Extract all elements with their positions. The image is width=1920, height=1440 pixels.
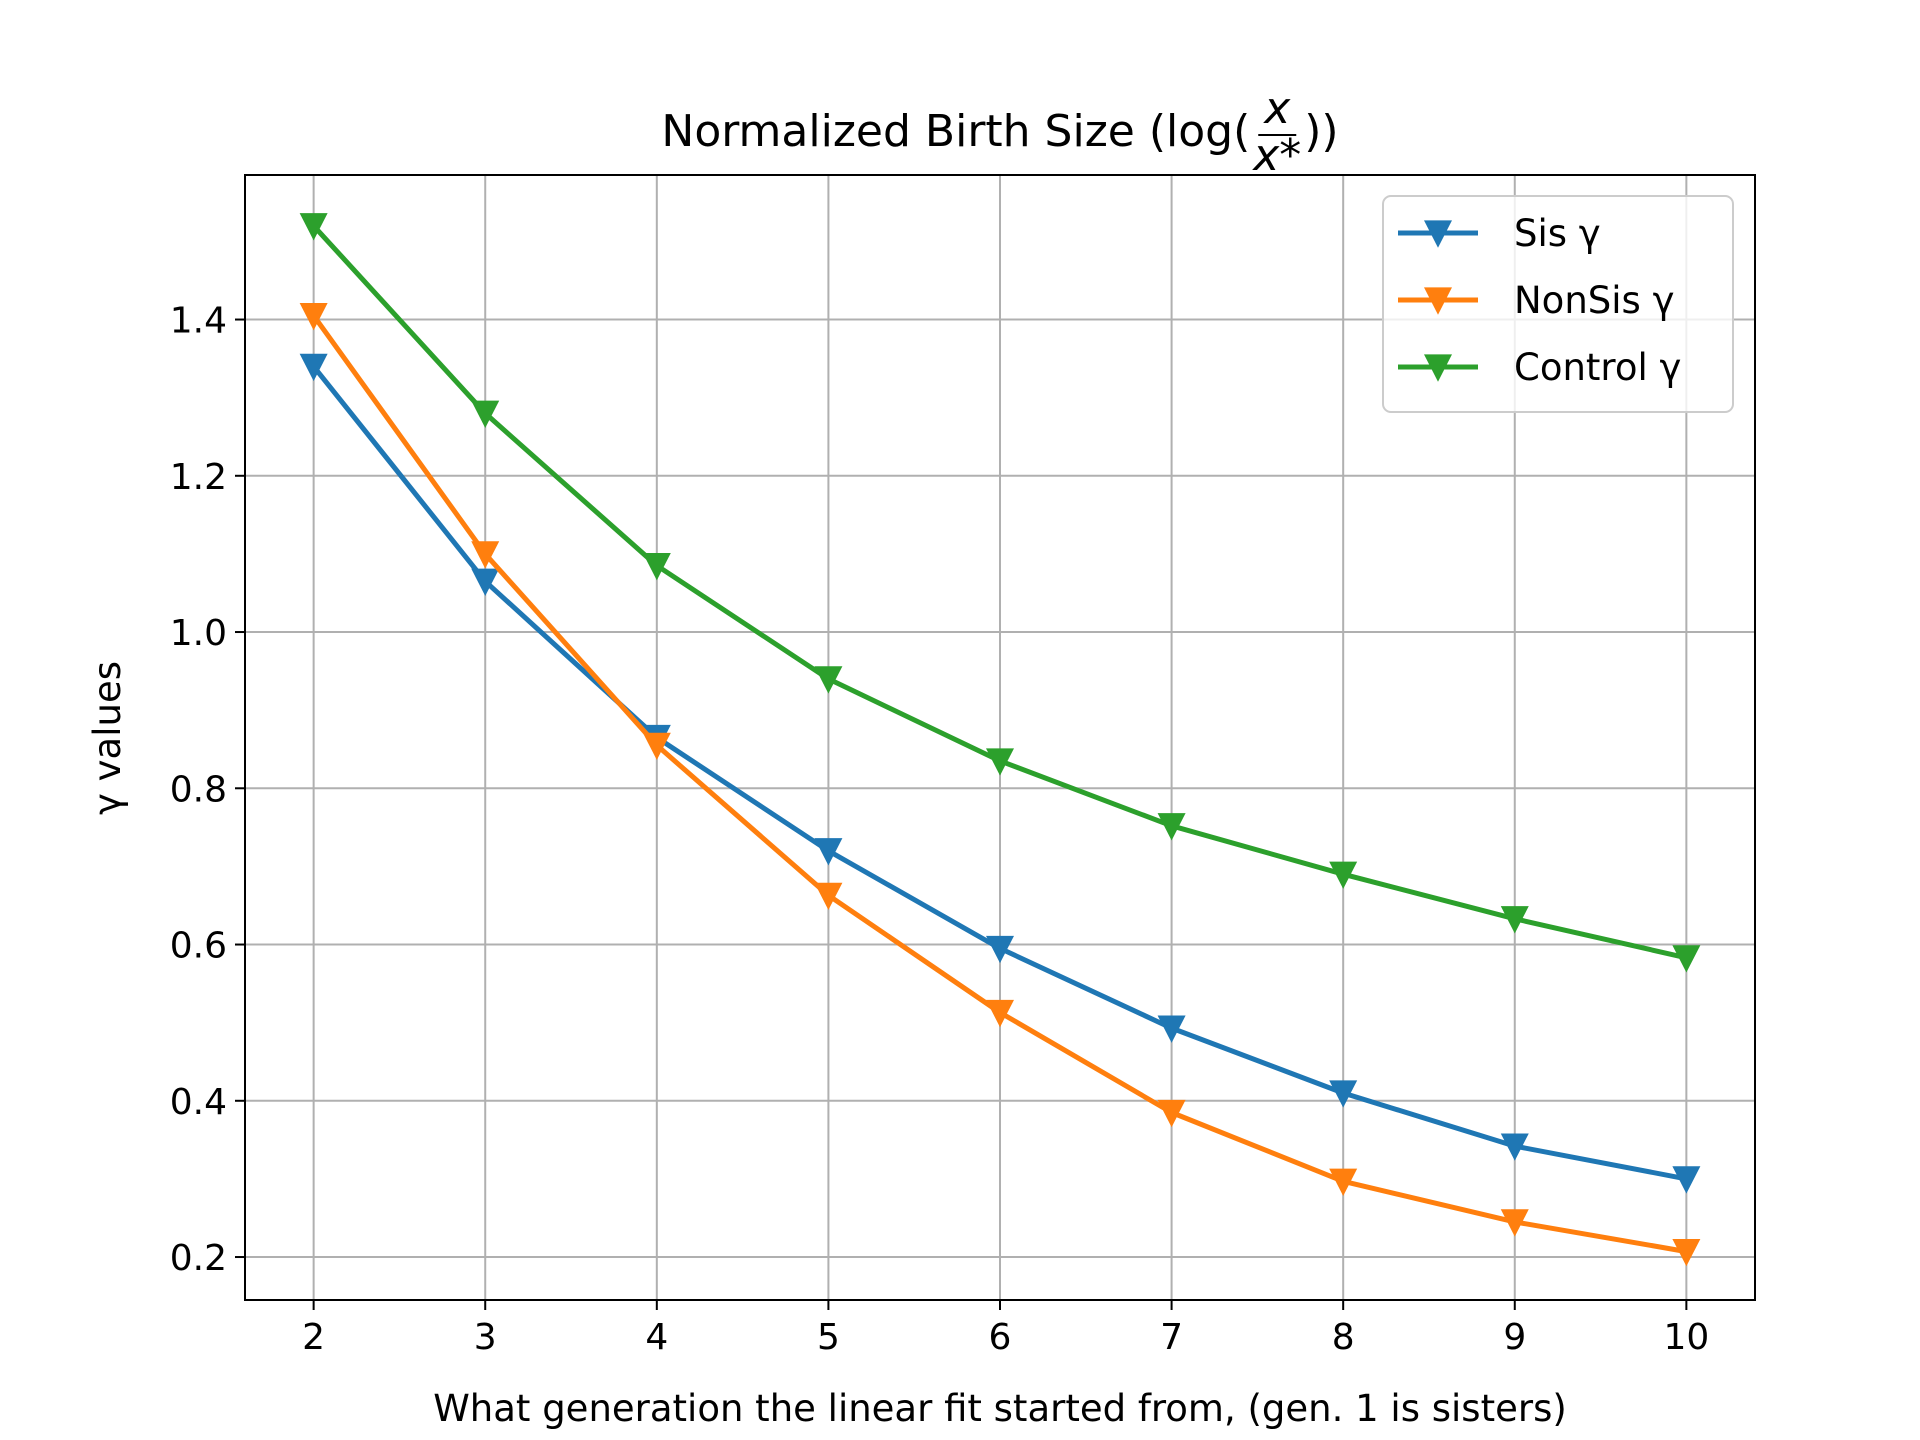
title-close: )) <box>1304 106 1338 157</box>
data-point <box>814 882 843 911</box>
data-point <box>1329 1080 1358 1108</box>
data-point <box>471 541 500 569</box>
data-point <box>1157 813 1186 841</box>
axis-ticks: 2 3 4 5 6 7 8 9 10 0.2 0.4 0.6 0.8 1.0 1.2 1.4 <box>170 301 1710 1358</box>
x-tick-label: 4 <box>645 1317 668 1358</box>
title-fraction-denominator: x* <box>1251 130 1301 181</box>
series-1 <box>299 303 1701 1267</box>
series-0 <box>299 353 1701 1194</box>
x-tick-label: 8 <box>1332 1317 1355 1358</box>
data-point <box>299 213 328 241</box>
y-tick-label: 1.4 <box>170 301 227 342</box>
x-tick-label: 3 <box>474 1317 497 1358</box>
data-point <box>1329 861 1358 889</box>
legend-label: Sis γ <box>1514 212 1601 255</box>
x-tick-label: 7 <box>1160 1317 1183 1358</box>
legend: Sis γ NonSis γ Control γ <box>1382 195 1734 413</box>
legend-marker <box>1424 287 1452 315</box>
series-2 <box>299 213 1701 973</box>
data-point <box>1500 1209 1529 1237</box>
data-point <box>986 999 1014 1028</box>
data-point <box>471 400 500 428</box>
x-tick-label: 5 <box>817 1317 840 1358</box>
y-tick-label: 0.4 <box>170 1082 227 1123</box>
data-point <box>471 568 500 596</box>
title-main: Normalized Birth Size (log( <box>661 106 1250 157</box>
y-tick-label: 0.2 <box>170 1238 227 1279</box>
y-tick-label: 0.6 <box>170 926 227 967</box>
x-axis-label: What generation the linear fit started f… <box>433 1387 1567 1430</box>
data-point <box>1500 906 1529 934</box>
data-point <box>1672 1166 1701 1194</box>
y-tick-label: 0.8 <box>170 769 227 810</box>
legend-marker <box>1424 354 1452 382</box>
data-point <box>299 303 328 331</box>
data-point <box>986 748 1014 776</box>
data-point <box>1672 1238 1701 1267</box>
data-point <box>1157 1015 1186 1043</box>
data-point <box>642 732 671 761</box>
data-point <box>1329 1168 1358 1196</box>
legend-marker <box>1424 220 1452 248</box>
data-point <box>642 553 671 581</box>
legend-box <box>1382 195 1734 413</box>
x-tick-label: 9 <box>1503 1317 1526 1358</box>
series-layer <box>299 213 1701 1267</box>
x-tick-label: 10 <box>1663 1317 1709 1358</box>
y-axis-label: γ values <box>86 661 129 815</box>
data-point <box>814 666 843 694</box>
data-point <box>814 838 843 866</box>
data-point <box>299 353 328 382</box>
chart-title: Normalized Birth Size (log( x x* )) <box>661 83 1338 181</box>
y-tick-label: 1.0 <box>170 613 227 654</box>
data-point <box>1672 945 1701 973</box>
x-tick-label: 2 <box>302 1317 325 1358</box>
x-tick-label: 6 <box>989 1317 1012 1358</box>
title-fraction-numerator: x <box>1262 83 1291 134</box>
data-point <box>1500 1133 1529 1161</box>
data-point <box>986 935 1014 964</box>
y-tick-label: 1.2 <box>170 457 227 498</box>
legend-label: NonSis γ <box>1514 279 1674 322</box>
data-point <box>1157 1099 1186 1128</box>
legend-label: Control γ <box>1514 346 1681 389</box>
